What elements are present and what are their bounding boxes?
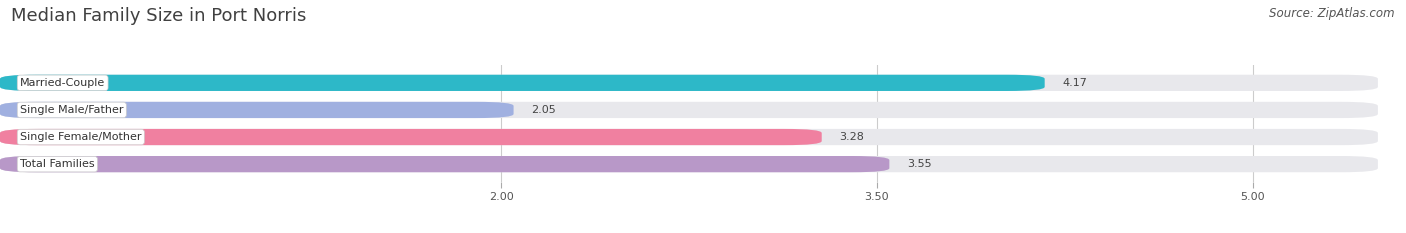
FancyBboxPatch shape: [0, 102, 1378, 118]
Text: 4.17: 4.17: [1062, 78, 1087, 88]
FancyBboxPatch shape: [0, 129, 1378, 145]
Text: Median Family Size in Port Norris: Median Family Size in Port Norris: [11, 7, 307, 25]
Text: Single Female/Mother: Single Female/Mother: [20, 132, 142, 142]
FancyBboxPatch shape: [0, 75, 1378, 91]
FancyBboxPatch shape: [0, 156, 1378, 172]
FancyBboxPatch shape: [0, 129, 821, 145]
Text: 2.05: 2.05: [531, 105, 555, 115]
Text: Total Families: Total Families: [20, 159, 94, 169]
Text: Married-Couple: Married-Couple: [20, 78, 105, 88]
FancyBboxPatch shape: [0, 102, 513, 118]
Text: Single Male/Father: Single Male/Father: [20, 105, 124, 115]
Text: 3.28: 3.28: [839, 132, 865, 142]
Text: 3.55: 3.55: [907, 159, 932, 169]
Text: Source: ZipAtlas.com: Source: ZipAtlas.com: [1270, 7, 1395, 20]
FancyBboxPatch shape: [0, 75, 1045, 91]
FancyBboxPatch shape: [0, 156, 890, 172]
